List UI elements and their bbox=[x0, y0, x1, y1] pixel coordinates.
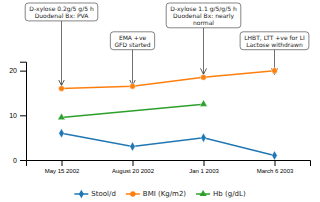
annotation: D-xylose 0.2g/5 g/5 hDuodenal Bx: PVA bbox=[25, 3, 98, 21]
series-point bbox=[201, 74, 207, 80]
annotation-arrow bbox=[203, 28, 204, 75]
annotation-box bbox=[110, 32, 154, 50]
y-tick-label: 0 bbox=[13, 157, 17, 164]
plot-area bbox=[58, 68, 278, 160]
x-axis: May 15 2002 August 20 2002 Jan 1 2003 March… bbox=[27, 160, 311, 174]
series-point bbox=[200, 100, 208, 107]
x-tick-label: May 15 2002 bbox=[45, 168, 80, 174]
x-axis-line bbox=[27, 161, 311, 167]
annotation-text: D-xylose 0.2g/5 g/5 hDuodenal Bx: PVA bbox=[29, 5, 94, 19]
annotation-box bbox=[166, 3, 241, 28]
x-tick: August 20 2002 bbox=[112, 160, 155, 174]
annotations: D-xylose 0.2g/5 g/5 hDuodenal Bx: PVA EMA… bbox=[25, 3, 309, 50]
x-tick-label: August 20 2002 bbox=[112, 168, 155, 174]
legend-symbol bbox=[79, 190, 84, 199]
annotation-line: GFD started bbox=[114, 41, 150, 48]
y-tick-label: 10 bbox=[9, 112, 17, 119]
x-tick: March 6 2003 bbox=[257, 160, 294, 174]
x-tick-mark bbox=[133, 160, 134, 166]
annotation: LHBT, LTT +ve for LILactose withdrawn bbox=[240, 32, 309, 50]
series-point bbox=[272, 68, 278, 74]
series-line bbox=[62, 133, 275, 155]
legend-item: Stool/d bbox=[74, 190, 116, 199]
series-line bbox=[62, 71, 275, 89]
series-point bbox=[59, 128, 64, 137]
legend: Stool/d BMI (Kg/m2) Hb (g/dL) bbox=[74, 190, 246, 199]
chart: D-xylose 0.2g/5 g/5 hDuodenal Bx: PVA EMA… bbox=[0, 0, 320, 202]
x-tick: Jan 1 2003 bbox=[189, 160, 219, 174]
annotation-box bbox=[25, 3, 98, 21]
series-point bbox=[130, 142, 135, 151]
series-point bbox=[59, 86, 65, 92]
x-tick-label: March 6 2003 bbox=[257, 168, 294, 174]
legend-label: Stool/d bbox=[91, 190, 116, 198]
y-axis: 0 10 20 bbox=[9, 62, 26, 164]
series-point bbox=[272, 151, 277, 160]
legend-item: Hb (g/dL) bbox=[196, 190, 246, 199]
y-tick-mark bbox=[20, 115, 26, 116]
legend-symbol bbox=[200, 190, 207, 196]
y-tick-label: 20 bbox=[9, 67, 17, 74]
annotation-box bbox=[240, 32, 309, 50]
annotation-arrow bbox=[132, 50, 133, 86]
annotation-arrow bbox=[61, 21, 62, 86]
series-point bbox=[201, 133, 206, 142]
x-tick-mark bbox=[275, 160, 276, 166]
legend-item: BMI (Kg/m2) bbox=[126, 190, 187, 198]
x-tick-mark bbox=[204, 160, 205, 166]
y-tick: 10 bbox=[9, 112, 26, 119]
annotation-line: Duodenal Bx: PVA bbox=[35, 12, 90, 19]
y-tick-mark bbox=[20, 160, 26, 161]
annotation-arrows bbox=[62, 21, 275, 86]
annotation-text: EMA +veGFD started bbox=[114, 34, 150, 48]
y-axis-line bbox=[20, 62, 27, 160]
annotation-line: normal bbox=[193, 19, 214, 26]
series-point bbox=[130, 83, 136, 89]
legend-label: BMI (Kg/m2) bbox=[143, 190, 187, 198]
y-tick-mark bbox=[20, 71, 26, 72]
annotation-text: LHBT, LTT +ve for LILactose withdrawn bbox=[244, 34, 305, 48]
annotation: EMA +veGFD started bbox=[110, 32, 154, 50]
y-tick: 20 bbox=[9, 67, 26, 74]
legend-symbol bbox=[130, 191, 135, 196]
x-tick-label: Jan 1 2003 bbox=[189, 168, 219, 174]
series-point bbox=[58, 113, 66, 120]
x-tick: May 15 2002 bbox=[45, 160, 80, 174]
annotation-text: D-xylose 1.1 g/5/g/5 hDuodenal Bx: nearl… bbox=[170, 5, 237, 26]
annotation-line: Lactose withdrawn bbox=[246, 41, 303, 48]
annotation: D-xylose 1.1 g/5/g/5 hDuodenal Bx: nearl… bbox=[166, 3, 241, 28]
x-tick-mark bbox=[62, 160, 63, 166]
y-tick: 0 bbox=[13, 157, 26, 164]
legend-label: Hb (g/dL) bbox=[213, 190, 246, 198]
series-line bbox=[62, 104, 204, 117]
